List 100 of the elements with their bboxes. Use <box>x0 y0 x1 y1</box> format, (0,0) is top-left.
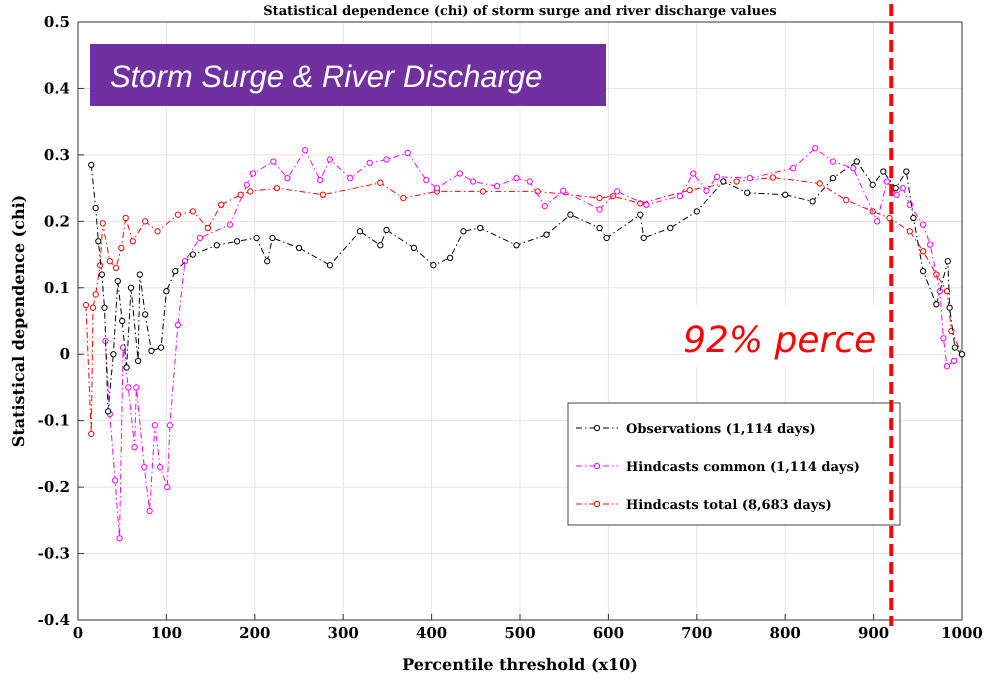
point <box>114 278 121 284</box>
x-tick-label: 0 <box>72 624 84 642</box>
point <box>163 288 170 294</box>
point <box>204 224 212 232</box>
point <box>534 188 541 195</box>
point <box>637 200 644 207</box>
point <box>400 194 406 202</box>
point <box>640 234 647 242</box>
x-tick-label: 1000 <box>941 624 983 642</box>
point <box>854 158 860 165</box>
point <box>128 284 134 291</box>
y-tick-label: -0.2 <box>38 478 70 496</box>
point <box>720 178 726 185</box>
point <box>238 192 244 198</box>
point <box>234 238 240 244</box>
y-tick-label: 0.3 <box>44 146 70 164</box>
point <box>944 288 950 294</box>
point <box>112 264 120 271</box>
x-tick-label: 200 <box>239 624 270 642</box>
point <box>892 184 899 192</box>
y-tick-label: 0.4 <box>44 79 70 98</box>
point <box>477 224 484 232</box>
y-tick-label: -0.1 <box>38 412 70 430</box>
point <box>253 234 260 242</box>
point <box>190 208 196 215</box>
point <box>123 364 130 371</box>
ref-line-label: 92% perce <box>683 320 876 361</box>
point <box>567 212 574 218</box>
point <box>744 190 750 196</box>
point <box>326 262 334 268</box>
point <box>119 318 126 324</box>
y-tick-label: 0.2 <box>44 212 70 230</box>
y-tick-label: 0 <box>60 345 70 364</box>
point <box>110 351 117 358</box>
chart-title: Statistical dependence (chi) of storm surge and river discharge values <box>263 4 777 19</box>
x-axis-title: Percentile threshold (x10) <box>402 655 638 674</box>
point <box>142 218 148 224</box>
point <box>118 244 124 252</box>
point <box>92 291 99 298</box>
x-tick-label: 600 <box>592 624 624 642</box>
point <box>154 228 161 234</box>
point <box>880 168 886 175</box>
point <box>952 344 958 351</box>
point <box>214 242 220 248</box>
point <box>264 258 270 264</box>
point <box>104 408 112 415</box>
point <box>816 180 823 187</box>
point <box>870 182 876 188</box>
point <box>172 268 178 274</box>
point <box>933 301 940 308</box>
point <box>694 208 700 215</box>
point <box>377 180 384 186</box>
point <box>134 358 142 364</box>
point <box>603 234 610 242</box>
legend-label: Hindcasts total (8,683 days) <box>626 498 832 513</box>
annotation: Storm Surge & River Discharge <box>110 59 542 94</box>
point <box>944 258 951 264</box>
point <box>637 212 644 218</box>
point <box>733 178 740 185</box>
x-tick-label: 300 <box>328 624 359 642</box>
point <box>809 198 816 205</box>
point <box>90 304 96 311</box>
point <box>274 184 280 192</box>
point <box>830 175 836 182</box>
y-tick-label: 0.1 <box>44 278 70 297</box>
point <box>903 168 910 175</box>
y-tick-label: 0.5 <box>44 13 70 31</box>
point <box>88 430 94 438</box>
point <box>100 220 106 226</box>
y-axis-title: Statistical dependence (chi) <box>9 194 28 448</box>
point <box>686 186 693 194</box>
point <box>886 214 893 222</box>
point <box>383 226 390 234</box>
y-tick-label: -0.4 <box>38 611 70 629</box>
point <box>480 188 486 195</box>
x-tick-label: 800 <box>770 624 801 642</box>
point <box>88 162 94 168</box>
point <box>95 238 102 244</box>
point <box>410 244 418 252</box>
point <box>247 188 254 195</box>
x-tick-label: 500 <box>504 624 536 642</box>
point <box>174 212 182 218</box>
point <box>356 228 364 234</box>
x-tick-label: 700 <box>681 624 712 642</box>
point <box>148 348 155 354</box>
point <box>843 196 850 204</box>
point <box>447 254 454 262</box>
legend-label: Hindcasts common (1,114 days) <box>626 460 860 475</box>
point <box>377 242 384 248</box>
point <box>82 302 90 308</box>
point <box>513 242 520 248</box>
point <box>106 258 113 264</box>
point <box>92 204 99 212</box>
point <box>920 268 926 274</box>
point <box>596 224 603 232</box>
point <box>430 262 437 268</box>
point <box>320 192 326 198</box>
point <box>142 311 148 318</box>
point <box>782 192 788 198</box>
point <box>460 228 467 234</box>
